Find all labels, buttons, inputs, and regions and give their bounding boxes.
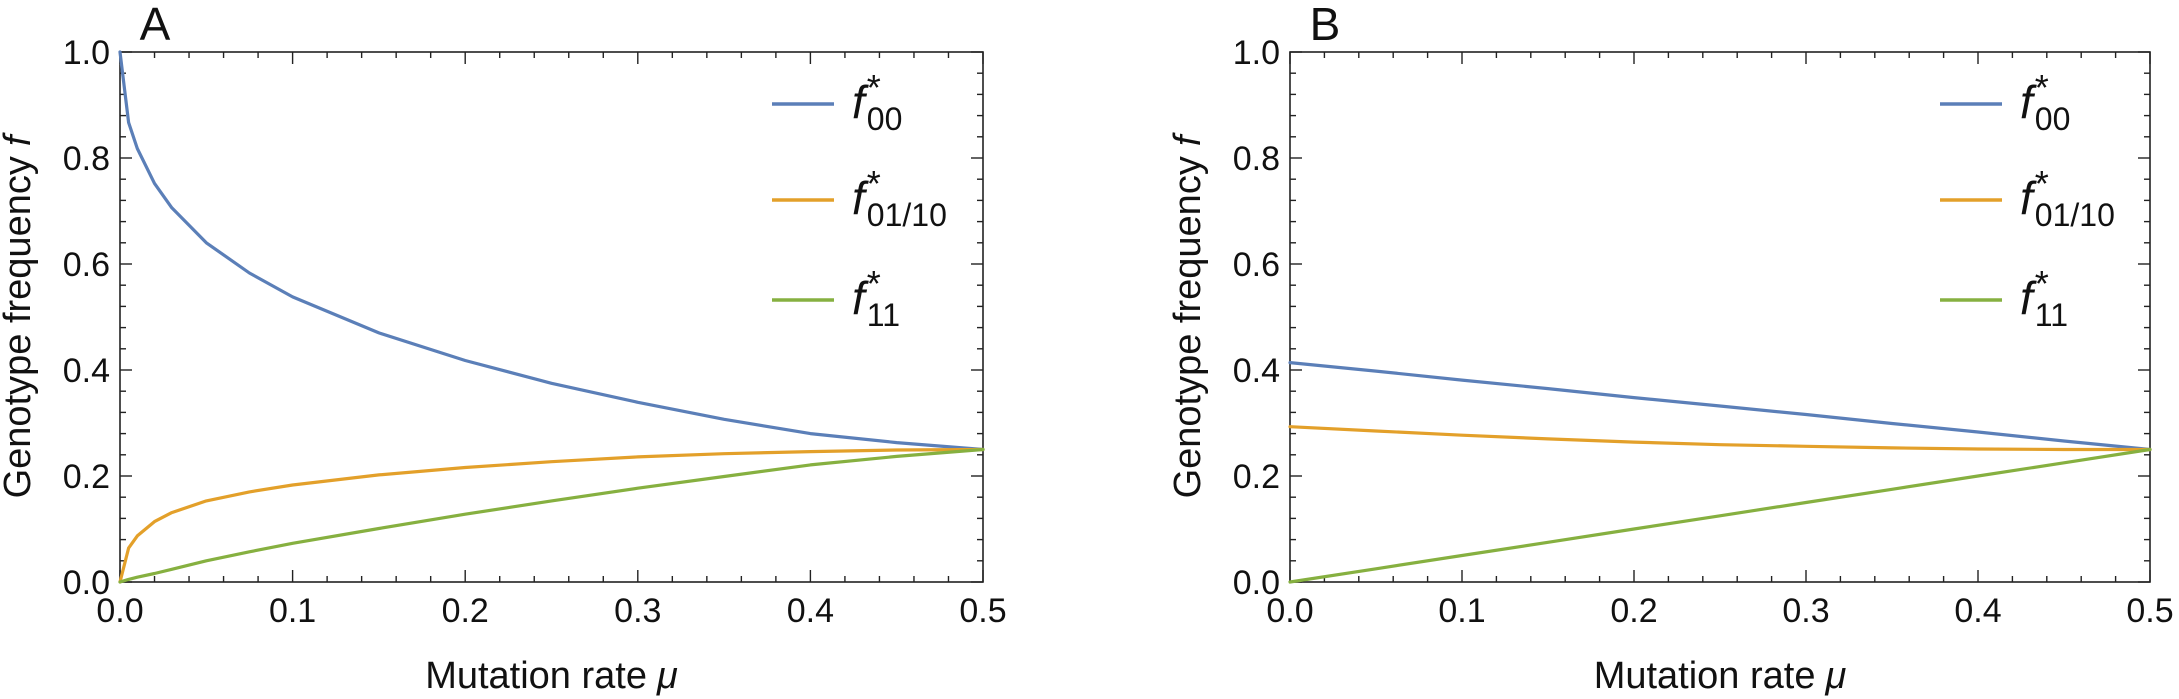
x-axis-label: Mutation rate μ — [425, 655, 678, 697]
y-axis-label-text: Genotype frequency — [0, 156, 39, 498]
x-axis-label-text: Mutation rate — [1594, 655, 1816, 697]
y-tick-label: 0.2 — [1233, 458, 1280, 496]
x-axis-label-text: Mutation rate — [425, 655, 647, 697]
legend-item-f11: f* 11 — [772, 263, 900, 333]
series-line-f01 — [118, 447, 985, 584]
legend-label-base: f — [852, 172, 869, 224]
legend-label-sup: * — [2035, 67, 2049, 108]
legend-label: f* 01/10 — [2020, 163, 2115, 233]
y-tick-label: 1.0 — [1233, 34, 1280, 72]
panel-label: A — [140, 0, 171, 50]
x-tick-label: 0.1 — [269, 592, 316, 630]
x-tick-label: 0.2 — [442, 592, 489, 630]
legend-label-sub: 11 — [867, 297, 900, 333]
y-tick-label: 0.8 — [1233, 140, 1280, 178]
legend-label-base: f — [2020, 172, 2037, 224]
x-tick-label: 0.0 — [1266, 592, 1313, 630]
legend-label-sub: 00 — [2035, 101, 2071, 137]
y-tick-label: 0.4 — [63, 352, 110, 390]
x-tick-label: 0.0 — [96, 592, 143, 630]
series-line-f00 — [1288, 361, 2152, 452]
x-axis-symbol: μ — [1824, 655, 1846, 697]
x-tick-label: 0.4 — [1954, 592, 2001, 630]
y-axis-label: Genotype frequency f — [1167, 132, 1209, 498]
y-axis-symbol: f — [0, 132, 39, 146]
x-axis-symbol: μ — [656, 655, 678, 697]
legend-label-base: f — [852, 76, 869, 128]
legend-label-sup: * — [2035, 163, 2049, 204]
plot-frame — [119, 51, 984, 583]
chart-panel-b: 0.0 0.1 0.2 0.3 0.4 0.5 0.0 0.2 0.4 0.6 0.8 1.0 B Mut… — [1167, 0, 2174, 697]
legend-item-f00: f* 00 — [772, 67, 902, 137]
legend-item-f01: f* 01/10 — [1940, 163, 2115, 233]
x-axis-label: Mutation rate μ — [1594, 655, 1847, 697]
x-tick-label: 0.1 — [1438, 592, 1485, 630]
legend-label-sub: 01/10 — [2035, 197, 2115, 233]
legend-label: f* 00 — [2020, 67, 2070, 137]
legend-label-base: f — [2020, 76, 2037, 128]
series-line-f11 — [1288, 447, 2152, 584]
y-tick-label: 0.6 — [63, 246, 110, 284]
chart-panel-a: 0.0 0.1 0.2 0.3 0.4 0.5 0.0 0.2 0.4 0.6 0.8 1.0 A Mut… — [0, 0, 1007, 697]
y-axis-label-text: Genotype frequency — [1167, 156, 1209, 498]
legend-label: f* 11 — [852, 263, 900, 333]
legend-label-sup: * — [2035, 263, 2049, 304]
y-tick-label: 0.8 — [63, 140, 110, 178]
y-tick-label: 0.4 — [1233, 352, 1280, 390]
x-tick-label: 0.5 — [2126, 592, 2173, 630]
y-axis-symbol: f — [1167, 132, 1209, 146]
y-tick-label: 0.0 — [63, 564, 110, 602]
y-tick-label: 0.0 — [1233, 564, 1280, 602]
legend-label-sup: * — [867, 67, 881, 108]
legend-label: f* 01/10 — [852, 163, 947, 233]
series-line-f11 — [118, 447, 985, 584]
legend-label: f* 00 — [852, 67, 902, 137]
x-tick-label: 0.3 — [1782, 592, 1829, 630]
x-tick-label: 0.2 — [1610, 592, 1657, 630]
legend-item-f01: f* 01/10 — [772, 163, 947, 233]
legend-label-sup: * — [867, 263, 881, 304]
y-tick-label: 0.2 — [63, 458, 110, 496]
legend-label-sub: 01/10 — [867, 197, 947, 233]
series-line-f00 — [118, 50, 985, 452]
legend-item-f00: f* 00 — [1940, 67, 2070, 137]
legend-label-sub: 11 — [2035, 297, 2068, 333]
legend-label: f* 11 — [2020, 263, 2068, 333]
x-tick-label: 0.3 — [614, 592, 661, 630]
legend-label-sub: 00 — [867, 101, 903, 137]
y-tick-label: 0.6 — [1233, 246, 1280, 284]
y-axis-label: Genotype frequency f — [0, 132, 39, 498]
plot-frame — [1289, 51, 2151, 583]
legend-label-base: f — [2020, 272, 2037, 324]
y-tick-label: 1.0 — [63, 34, 110, 72]
x-tick-label: 0.4 — [787, 592, 834, 630]
x-tick-label: 0.5 — [959, 592, 1006, 630]
panel-label: B — [1310, 0, 1341, 50]
legend-item-f11: f* 11 — [1940, 263, 2068, 333]
legend-label-sup: * — [867, 163, 881, 204]
legend-label-base: f — [852, 272, 869, 324]
series-line-f01 — [1288, 425, 2152, 452]
